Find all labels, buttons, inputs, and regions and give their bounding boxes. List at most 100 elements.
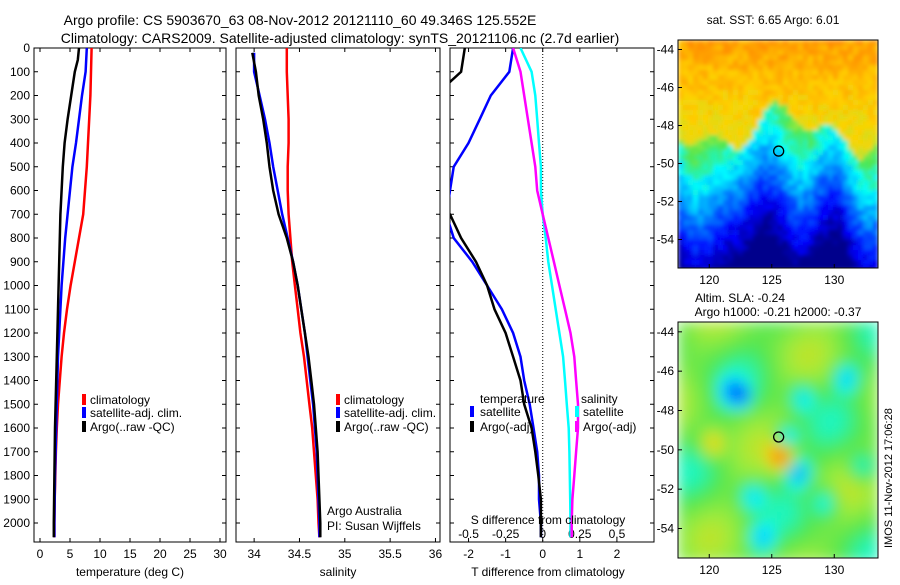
sla-cell — [838, 530, 847, 539]
sla-cell — [694, 514, 703, 523]
sst-cell — [708, 195, 714, 201]
sst-cell — [868, 170, 874, 176]
sla-cell — [846, 546, 855, 555]
sst-cell — [683, 65, 689, 71]
sst-cell — [703, 60, 709, 66]
sla-cell — [766, 490, 775, 499]
sst-cell — [753, 75, 759, 81]
sla-cell — [822, 490, 831, 499]
sla-cell — [806, 338, 815, 347]
sla-cell — [782, 370, 791, 379]
sst-cell — [733, 100, 739, 106]
sla-cell — [710, 362, 719, 371]
sla-cell — [806, 530, 815, 539]
sst-cell — [833, 120, 839, 126]
sla-cell — [822, 402, 831, 411]
sla-cell — [790, 474, 799, 483]
sst-cell — [803, 265, 809, 268]
sst-cell — [738, 45, 744, 51]
sst-cell — [723, 240, 729, 246]
sla-cell — [838, 514, 847, 523]
sst-cell — [778, 40, 784, 46]
sst-cell — [863, 115, 869, 121]
sst-cell — [733, 160, 739, 166]
sst-cell — [683, 85, 689, 91]
sst-cell — [753, 215, 759, 221]
sst-cell — [858, 40, 864, 46]
sst-cell — [718, 130, 724, 136]
sla-cell — [726, 474, 735, 483]
sst-cell — [808, 50, 814, 56]
sst-cell — [733, 45, 739, 51]
sst-cell — [733, 155, 739, 161]
sla-cell — [718, 506, 727, 515]
sla-cell — [814, 378, 823, 387]
sla-cell — [694, 474, 703, 483]
sla-cell — [846, 538, 855, 547]
sst-cell — [823, 210, 829, 216]
sst-cell — [688, 60, 694, 66]
sst-cell — [698, 100, 704, 106]
sst-cell — [748, 145, 754, 151]
sst-cell — [753, 115, 759, 121]
sst-cell — [828, 50, 834, 56]
sst-cell — [743, 250, 749, 256]
sst-cell — [678, 255, 684, 261]
sst-cell — [828, 160, 834, 166]
sla-cell — [678, 394, 687, 403]
sst-cell — [788, 180, 794, 186]
sst-cell — [743, 115, 749, 121]
sst-cell — [703, 205, 709, 211]
sla-cell — [782, 330, 791, 339]
sla-cell — [734, 378, 743, 387]
sst-cell — [793, 65, 799, 71]
sst-cell — [803, 150, 809, 156]
sst-cell — [833, 65, 839, 71]
sst-cell — [808, 215, 814, 221]
sst-cell — [828, 135, 834, 141]
sst-cell — [818, 70, 824, 76]
sla-cell — [766, 330, 775, 339]
sst-cell — [808, 240, 814, 246]
sla-cell — [790, 442, 799, 451]
sst-cell — [763, 195, 769, 201]
sst-cell — [803, 215, 809, 221]
sla-cell — [862, 538, 871, 547]
sst-cell — [868, 50, 874, 56]
sla-cell — [702, 386, 711, 395]
sla-cell — [774, 378, 783, 387]
sst-cell — [773, 260, 779, 266]
sla-cell — [734, 490, 743, 499]
sst-cell — [868, 200, 874, 206]
sla-cell — [830, 482, 839, 491]
sla-cell — [750, 418, 759, 427]
sst-cell — [868, 70, 874, 76]
sla-cell — [870, 522, 878, 531]
sla-cell — [774, 546, 783, 555]
sst-cell — [738, 165, 744, 171]
sst-cell — [743, 260, 749, 266]
sst-cell — [823, 45, 829, 51]
sst-cell — [843, 205, 849, 211]
sst-cell — [748, 200, 754, 206]
sst-cell — [738, 175, 744, 181]
sst-cell — [768, 210, 774, 216]
sst-cell — [743, 95, 749, 101]
sla-cell — [734, 530, 743, 539]
sst-cell — [708, 200, 714, 206]
sst-cell — [793, 50, 799, 56]
sst-cell — [693, 265, 699, 268]
sst-cell — [698, 130, 704, 136]
sla-cell — [686, 442, 695, 451]
sst-cell — [803, 55, 809, 61]
sst-cell — [768, 90, 774, 96]
sla-cell — [710, 330, 719, 339]
sst-cell — [838, 240, 844, 246]
sst-cell — [708, 245, 714, 251]
sla-cell — [854, 418, 863, 427]
sst-cell — [713, 225, 719, 231]
sst-cell — [768, 45, 774, 51]
sst-cell — [843, 170, 849, 176]
sst-cell — [793, 135, 799, 141]
sla-cell — [710, 346, 719, 355]
